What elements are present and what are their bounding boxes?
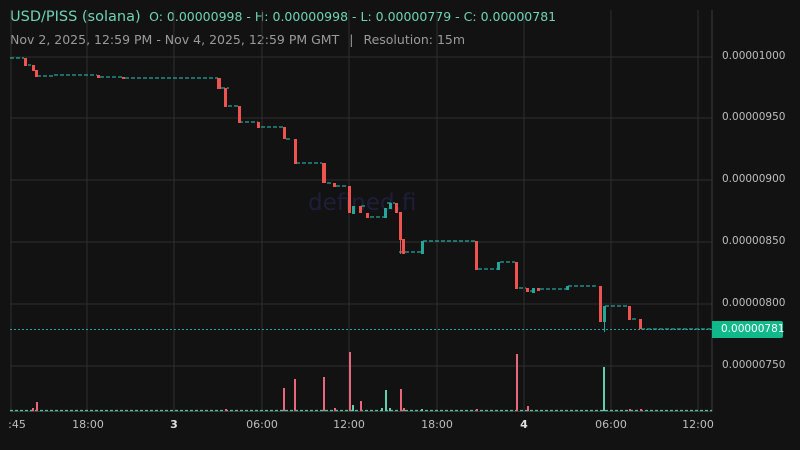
x-tick-label: 3 [170, 418, 178, 431]
ohlc-values: O: 0.00000998 - H: 0.00000998 - L: 0.000… [149, 9, 557, 24]
x-tick-label: 4 [520, 418, 528, 431]
x-tick-label: 12:00 [682, 418, 714, 431]
chart-subheader: Nov 2, 2025, 12:59 PM - Nov 4, 2025, 12:… [10, 32, 465, 47]
y-tick-label: 0.00001000 [722, 50, 786, 62]
x-tick-label: 06:00 [595, 418, 627, 431]
x-tick-label: 12:00 [333, 418, 365, 431]
y-tick-label: 0.00000950 [722, 111, 786, 123]
x-tick-label: 18:00 [421, 418, 453, 431]
watermark-logo: defined.fi [308, 190, 417, 216]
y-tick-label: 0.00000800 [722, 297, 786, 309]
y-tick-label: 0.00000850 [722, 235, 786, 247]
y-tick-label: 0.00000900 [722, 173, 786, 185]
down-candles [24, 58, 642, 329]
volume-bars-down [32, 352, 642, 411]
flat-candles [10, 57, 712, 330]
resolution: Resolution: 15m [363, 32, 466, 47]
x-tick-label: 06:00 [246, 418, 278, 431]
y-tick-label: 0.00000750 [722, 359, 786, 371]
chart-header: USD/PISS (solana) O: 0.00000998 - H: 0.0… [10, 9, 556, 25]
x-tick-label: :45 [8, 418, 26, 431]
volume-bars-up [352, 367, 605, 411]
current-price-tag: 0.00000781 [712, 321, 784, 338]
separator: | [349, 32, 354, 47]
up-candles [352, 203, 606, 322]
pair-title: USD/PISS (solana) [10, 9, 141, 25]
x-tick-label: 18:00 [72, 418, 104, 431]
grid [10, 10, 712, 411]
date-range: Nov 2, 2025, 12:59 PM - Nov 4, 2025, 12:… [10, 32, 340, 47]
